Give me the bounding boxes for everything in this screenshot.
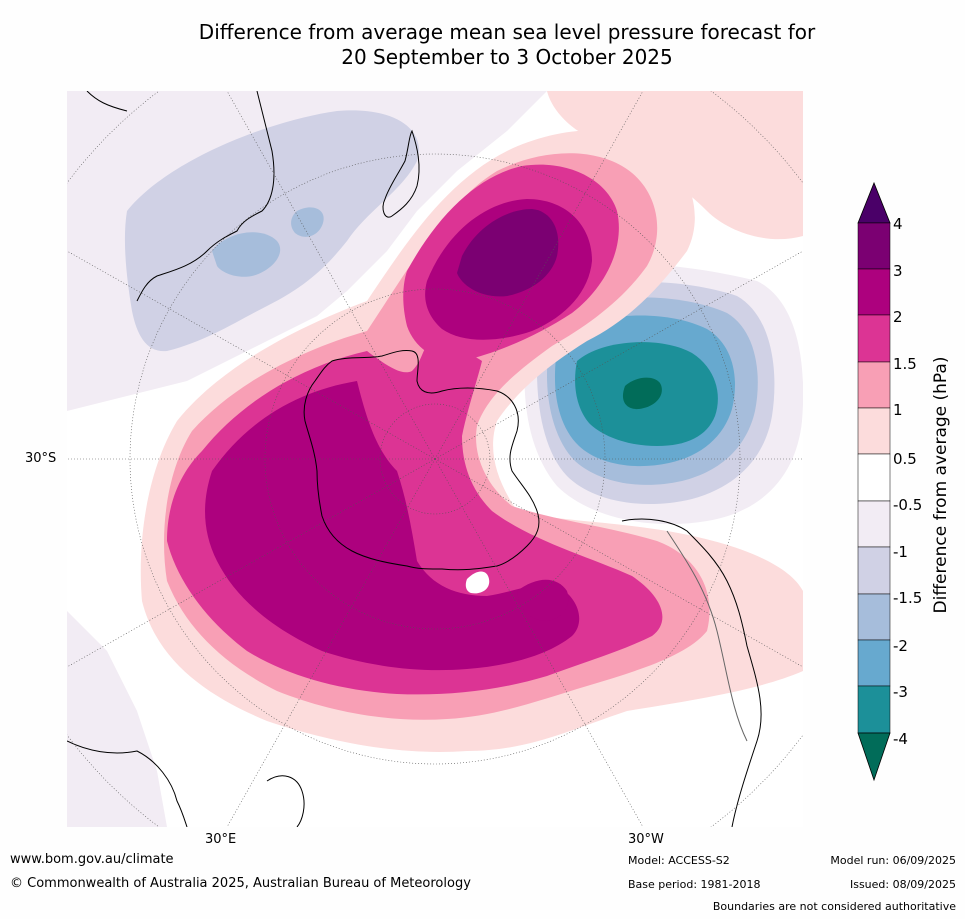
pressure-anomaly-map — [67, 91, 803, 827]
colorbar-cap-top — [857, 181, 891, 224]
coastline-africa — [67, 740, 188, 827]
colorbar-band-2-3 — [857, 268, 891, 316]
graticule — [67, 91, 803, 827]
country-border-south-america — [666, 530, 748, 742]
colorbar-tick-neg1: -1 — [893, 543, 908, 561]
colorbar-tick-0-5: 0.5 — [893, 450, 917, 468]
label-30s: 30°S — [25, 451, 57, 466]
anomaly-pos3-north — [457, 209, 559, 297]
colorbar-band-n2-3 — [857, 639, 891, 687]
coastline-south-america — [621, 518, 762, 827]
footer-issued: Issued: 08/09/2025 — [849, 878, 956, 891]
colorbar-band-1-15 — [857, 361, 891, 409]
colorbar-tick-4: 4 — [893, 215, 903, 233]
colorbar-band-n05-1 — [857, 500, 891, 548]
colorbar-band-3-4 — [857, 222, 891, 270]
anomaly-pos05-northeast — [547, 91, 803, 240]
colorbar-tick-2: 2 — [893, 308, 903, 326]
footer-copyright: © Commonwealth of Australia 2025, Austra… — [10, 876, 471, 891]
coastline-australia — [86, 91, 275, 302]
coastline-new-zealand — [382, 129, 420, 218]
colorbar-band-n15-2 — [857, 593, 891, 641]
title-line-2: 20 September to 3 October 2025 — [341, 45, 673, 69]
coastline-antarctica — [303, 350, 540, 571]
anomaly-neg15-australia-east — [291, 207, 324, 237]
graticule-circle-3 — [129, 153, 741, 765]
anomaly-neg15-australia — [212, 232, 281, 277]
map-title: Difference from average mean sea level p… — [0, 20, 965, 70]
colorbar-cap-bottom — [857, 732, 891, 782]
colorbar-tick-neg3: -3 — [893, 683, 908, 701]
coastlines — [67, 91, 762, 827]
colorbar — [857, 181, 891, 782]
footer-website[interactable]: www.bom.gov.au/climate — [10, 852, 174, 867]
label-30w: 30°W — [628, 832, 664, 847]
anomaly-neg05-southwest — [67, 611, 167, 827]
graticule-circle-2 — [264, 288, 606, 630]
coastline-madagascar — [266, 775, 305, 827]
colorbar-tick-neg2: -2 — [893, 637, 908, 655]
colorbar-band-05-1 — [857, 407, 891, 455]
anomaly-neg4-atlantic — [622, 377, 662, 410]
colorbar-tick-neg4: -4 — [893, 730, 908, 748]
anomaly-neutral-pocket — [465, 571, 490, 594]
footer-model-run: Model run: 06/09/2025 — [830, 854, 956, 867]
colorbar-band-neutral — [857, 453, 891, 502]
title-line-1: Difference from average mean sea level p… — [198, 20, 816, 44]
colorbar-band-n1-15 — [857, 546, 891, 595]
footer-disclaimer: Boundaries are not considered authoritat… — [712, 900, 956, 913]
colorbar-tick-3: 3 — [893, 262, 903, 280]
anomaly-neg1-australia — [124, 110, 419, 352]
footer-model: Model: ACCESS-S2 — [628, 854, 730, 867]
footer-base-period: Base period: 1981-2018 — [628, 878, 761, 891]
anomaly-pos2-main — [205, 381, 580, 671]
colorbar-tick-1: 1 — [893, 401, 903, 419]
anomaly-pos2-east — [517, 579, 569, 621]
colorbar-band-15-2 — [857, 314, 891, 363]
colorbar-band-n3-4 — [857, 685, 891, 734]
colorbar-title: Difference from average (hPa) — [931, 356, 951, 614]
colorbar-tick-neg1-5: -1.5 — [893, 589, 923, 607]
label-30e: 30°E — [205, 832, 237, 847]
colorbar-tick-1-5: 1.5 — [893, 355, 917, 373]
colorbar-tick-neg0-5: -0.5 — [893, 496, 923, 514]
